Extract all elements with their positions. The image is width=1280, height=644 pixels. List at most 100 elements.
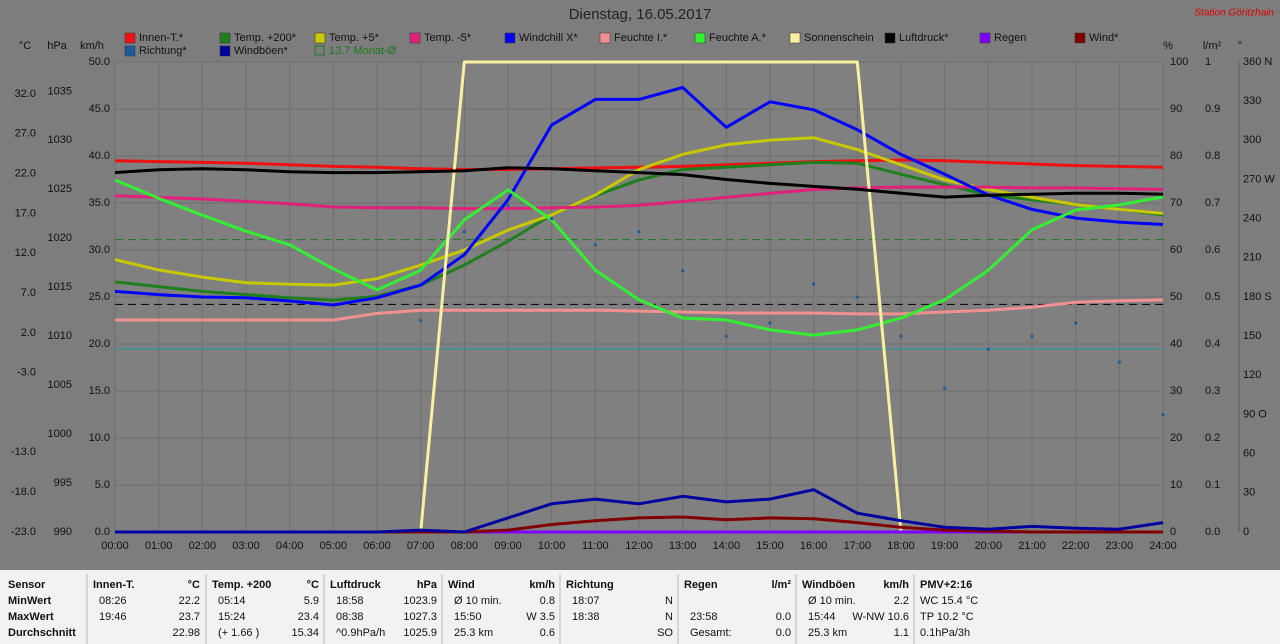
y-tick-label: 32.0 bbox=[15, 88, 36, 100]
table-cell: 23:58 bbox=[690, 611, 718, 623]
table-cell: 1.1 bbox=[894, 627, 909, 639]
y-tick-label: 90 O bbox=[1243, 408, 1267, 420]
x-tick-label: 06:00 bbox=[363, 540, 391, 552]
table-cell: 0.1hPa/3h bbox=[920, 627, 970, 639]
y-axis-label: % bbox=[1163, 40, 1173, 52]
group-header: Wind bbox=[448, 579, 475, 591]
table-cell: Ø 10 min. bbox=[808, 595, 856, 607]
x-tick-label: 08:00 bbox=[451, 540, 479, 552]
group-unit: °C bbox=[188, 579, 200, 591]
table-cell: 08:38 bbox=[336, 611, 364, 623]
table-cell: 23.4 bbox=[298, 611, 319, 623]
row-label: MaxWert bbox=[8, 611, 54, 623]
y-tick-label: 1 bbox=[1205, 56, 1211, 68]
legend-swatch bbox=[314, 45, 325, 56]
x-tick-label: 11:00 bbox=[582, 540, 609, 552]
x-tick-label: 00:00 bbox=[101, 540, 129, 552]
direction-dot bbox=[812, 282, 816, 286]
y-tick-label: 0.8 bbox=[1205, 150, 1220, 162]
table-cell: 0.0 bbox=[776, 611, 791, 623]
group-header: Windböen bbox=[802, 579, 855, 591]
y-tick-label: 1015 bbox=[48, 281, 72, 293]
y-axis-label: l/m² bbox=[1203, 40, 1222, 52]
y-tick-label: 0 bbox=[1170, 526, 1176, 538]
legend-swatch bbox=[219, 45, 231, 57]
y-tick-label: 270 W bbox=[1243, 173, 1275, 185]
y-tick-label: 10 bbox=[1170, 479, 1182, 491]
y-tick-label: 0.4 bbox=[1205, 338, 1220, 350]
group-header: Innen-T. bbox=[93, 579, 135, 591]
series-line bbox=[114, 158, 1164, 171]
x-tick-label: 04:00 bbox=[276, 540, 304, 552]
table-cell: 0.0 bbox=[776, 627, 791, 639]
y-tick-label: 990 bbox=[54, 526, 72, 538]
table-cell: 08:26 bbox=[99, 595, 127, 607]
y-tick-label: 20.0 bbox=[89, 338, 110, 350]
y-tick-label: 0.9 bbox=[1205, 103, 1220, 115]
chart-title: Dienstag, 16.05.2017 bbox=[569, 6, 712, 23]
y-tick-label: -3.0 bbox=[17, 367, 36, 379]
direction-dot bbox=[1117, 360, 1121, 364]
direction-dot bbox=[506, 204, 510, 208]
table-cell: Gesamt: bbox=[690, 627, 732, 639]
legend-swatch bbox=[979, 32, 991, 44]
table-cell: Ø 10 min. bbox=[454, 595, 502, 607]
y-tick-label: 40.0 bbox=[89, 150, 110, 162]
table-cell: 5.9 bbox=[304, 595, 319, 607]
legend-swatch bbox=[314, 32, 326, 44]
y-tick-label: 240 bbox=[1243, 213, 1261, 225]
y-tick-label: 1035 bbox=[48, 85, 72, 97]
table-cell: 1027.3 bbox=[403, 611, 437, 623]
legend-label: Feuchte A.* bbox=[709, 32, 767, 44]
group-unit: km/h bbox=[529, 579, 555, 591]
legend-swatch bbox=[124, 32, 136, 44]
table-cell: TP 10.2 °C bbox=[920, 611, 974, 623]
legend-label: Windchill X* bbox=[519, 32, 578, 44]
table-cell: 25.3 km bbox=[808, 627, 847, 639]
table-cell: N bbox=[665, 595, 673, 607]
x-tick-label: 23:00 bbox=[1106, 540, 1134, 552]
legend-swatch bbox=[884, 32, 896, 44]
y-tick-label: 1030 bbox=[48, 134, 72, 146]
table-cell: (+ 1.66 ) bbox=[218, 627, 259, 639]
y-tick-label: 0.2 bbox=[1205, 432, 1220, 444]
table-cell: 18:38 bbox=[572, 611, 600, 623]
group-unit: hPa bbox=[417, 579, 438, 591]
legend-swatch bbox=[599, 32, 611, 44]
y-tick-label: 0.5 bbox=[1205, 291, 1220, 303]
y-tick-label: 360 N bbox=[1243, 56, 1272, 68]
table-cell: WC 15.4 °C bbox=[920, 595, 978, 607]
series-line bbox=[115, 488, 1164, 534]
group-header: PMV+2:16 bbox=[920, 579, 972, 591]
stats-panel bbox=[0, 570, 1280, 644]
y-tick-label: 40 bbox=[1170, 338, 1182, 350]
y-tick-label: -18.0 bbox=[11, 486, 36, 498]
legend-label: Feuchte I.* bbox=[614, 32, 668, 44]
group-unit: l/m² bbox=[771, 579, 791, 591]
y-tick-label: 25.0 bbox=[89, 291, 110, 303]
x-tick-label: 19:00 bbox=[931, 540, 959, 552]
series-line bbox=[114, 136, 1164, 287]
table-cell: W-NW 10.6 bbox=[852, 611, 909, 623]
y-tick-label: 50 bbox=[1170, 291, 1182, 303]
y-tick-label: 150 bbox=[1243, 330, 1261, 342]
table-cell: W 3.5 bbox=[526, 611, 555, 623]
x-tick-label: 07:00 bbox=[407, 540, 435, 552]
legend-swatch bbox=[1074, 32, 1086, 44]
y-tick-label: 60 bbox=[1243, 448, 1255, 460]
x-tick-label: 13:00 bbox=[669, 540, 697, 552]
x-tick-label: 05:00 bbox=[320, 540, 348, 552]
row-label: Sensor bbox=[8, 579, 46, 591]
legend-label: Regen bbox=[994, 32, 1026, 44]
table-cell: 15:24 bbox=[218, 611, 246, 623]
table-cell: 05:14 bbox=[218, 595, 246, 607]
y-tick-label: -23.0 bbox=[11, 526, 36, 538]
direction-dot bbox=[637, 230, 641, 234]
legend-swatch bbox=[694, 32, 706, 44]
y-tick-label: 5.0 bbox=[95, 479, 110, 491]
table-cell: 18:07 bbox=[572, 595, 600, 607]
y-tick-label: 1005 bbox=[48, 379, 72, 391]
legend-label: Wind* bbox=[1089, 32, 1119, 44]
y-axis-label: °C bbox=[19, 40, 31, 52]
x-tick-label: 12:00 bbox=[625, 540, 653, 552]
